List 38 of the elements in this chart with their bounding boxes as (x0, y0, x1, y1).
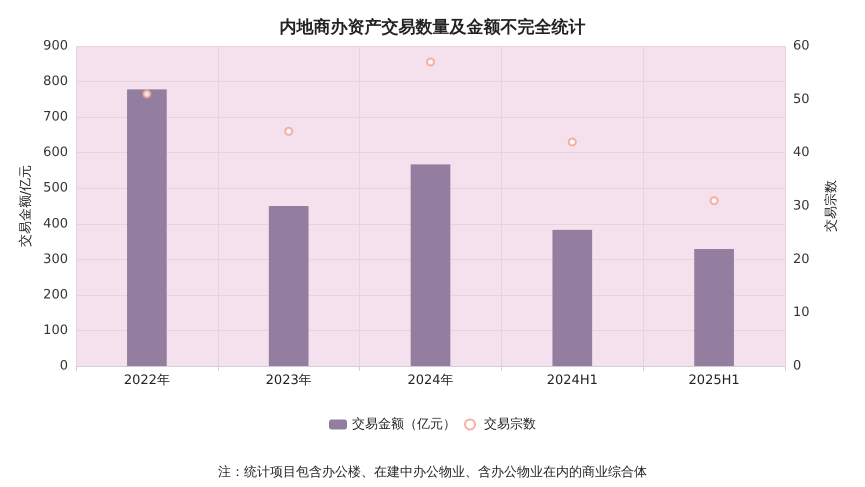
point (284, 126, 294, 136)
legend-label: 交易金额（亿元） (352, 416, 456, 432)
y2-tick-label: 40 (793, 145, 810, 160)
y-tick-label: 600 (43, 145, 68, 160)
x-tick-label: 2023年 (266, 373, 312, 388)
y-tick-label: 700 (43, 110, 68, 125)
chart-title: 内地商办资产交易数量及金额不完全统计 (280, 18, 586, 38)
y2-tick-label: 60 (793, 38, 810, 54)
bar (694, 249, 734, 366)
y-tick-label: 200 (43, 287, 68, 302)
y2-tick-label: 50 (793, 92, 810, 107)
y-tick-label: 100 (43, 322, 68, 338)
y2-tick-label: 10 (793, 305, 810, 320)
x-tick-label: 2022年 (124, 373, 170, 388)
point (426, 58, 435, 66)
y-tick-label: 500 (43, 180, 68, 196)
y2-axis-title: 交易宗数 (823, 180, 839, 232)
y2-tick-label: 20 (793, 252, 810, 267)
y-tick-label: 900 (43, 38, 68, 54)
y-tick-label: 0 (60, 358, 68, 374)
bar (268, 206, 309, 366)
y-tick-label: 400 (43, 216, 68, 232)
y2-tick-label: 0 (793, 358, 802, 374)
bar (127, 89, 167, 366)
y2-tick-label: 30 (793, 198, 810, 214)
y-axis-title: 交易金额/亿元 (17, 164, 34, 248)
bar (552, 230, 592, 366)
point (568, 138, 577, 146)
y-tick-label: 300 (43, 252, 68, 267)
legend-label: 交易宗数 (484, 416, 536, 432)
y-tick-label: 800 (43, 74, 68, 90)
point (710, 196, 719, 206)
point (142, 90, 152, 98)
x-tick-label: 2024年 (407, 373, 454, 388)
bar (410, 164, 450, 366)
x-tick-label: 2025H1 (688, 373, 740, 388)
text: 注：统计项目包含办公楼、在建中办公物业、含办公物业在内的商业综合体 (218, 465, 647, 480)
x-tick-label: 2024H1 (546, 373, 598, 388)
